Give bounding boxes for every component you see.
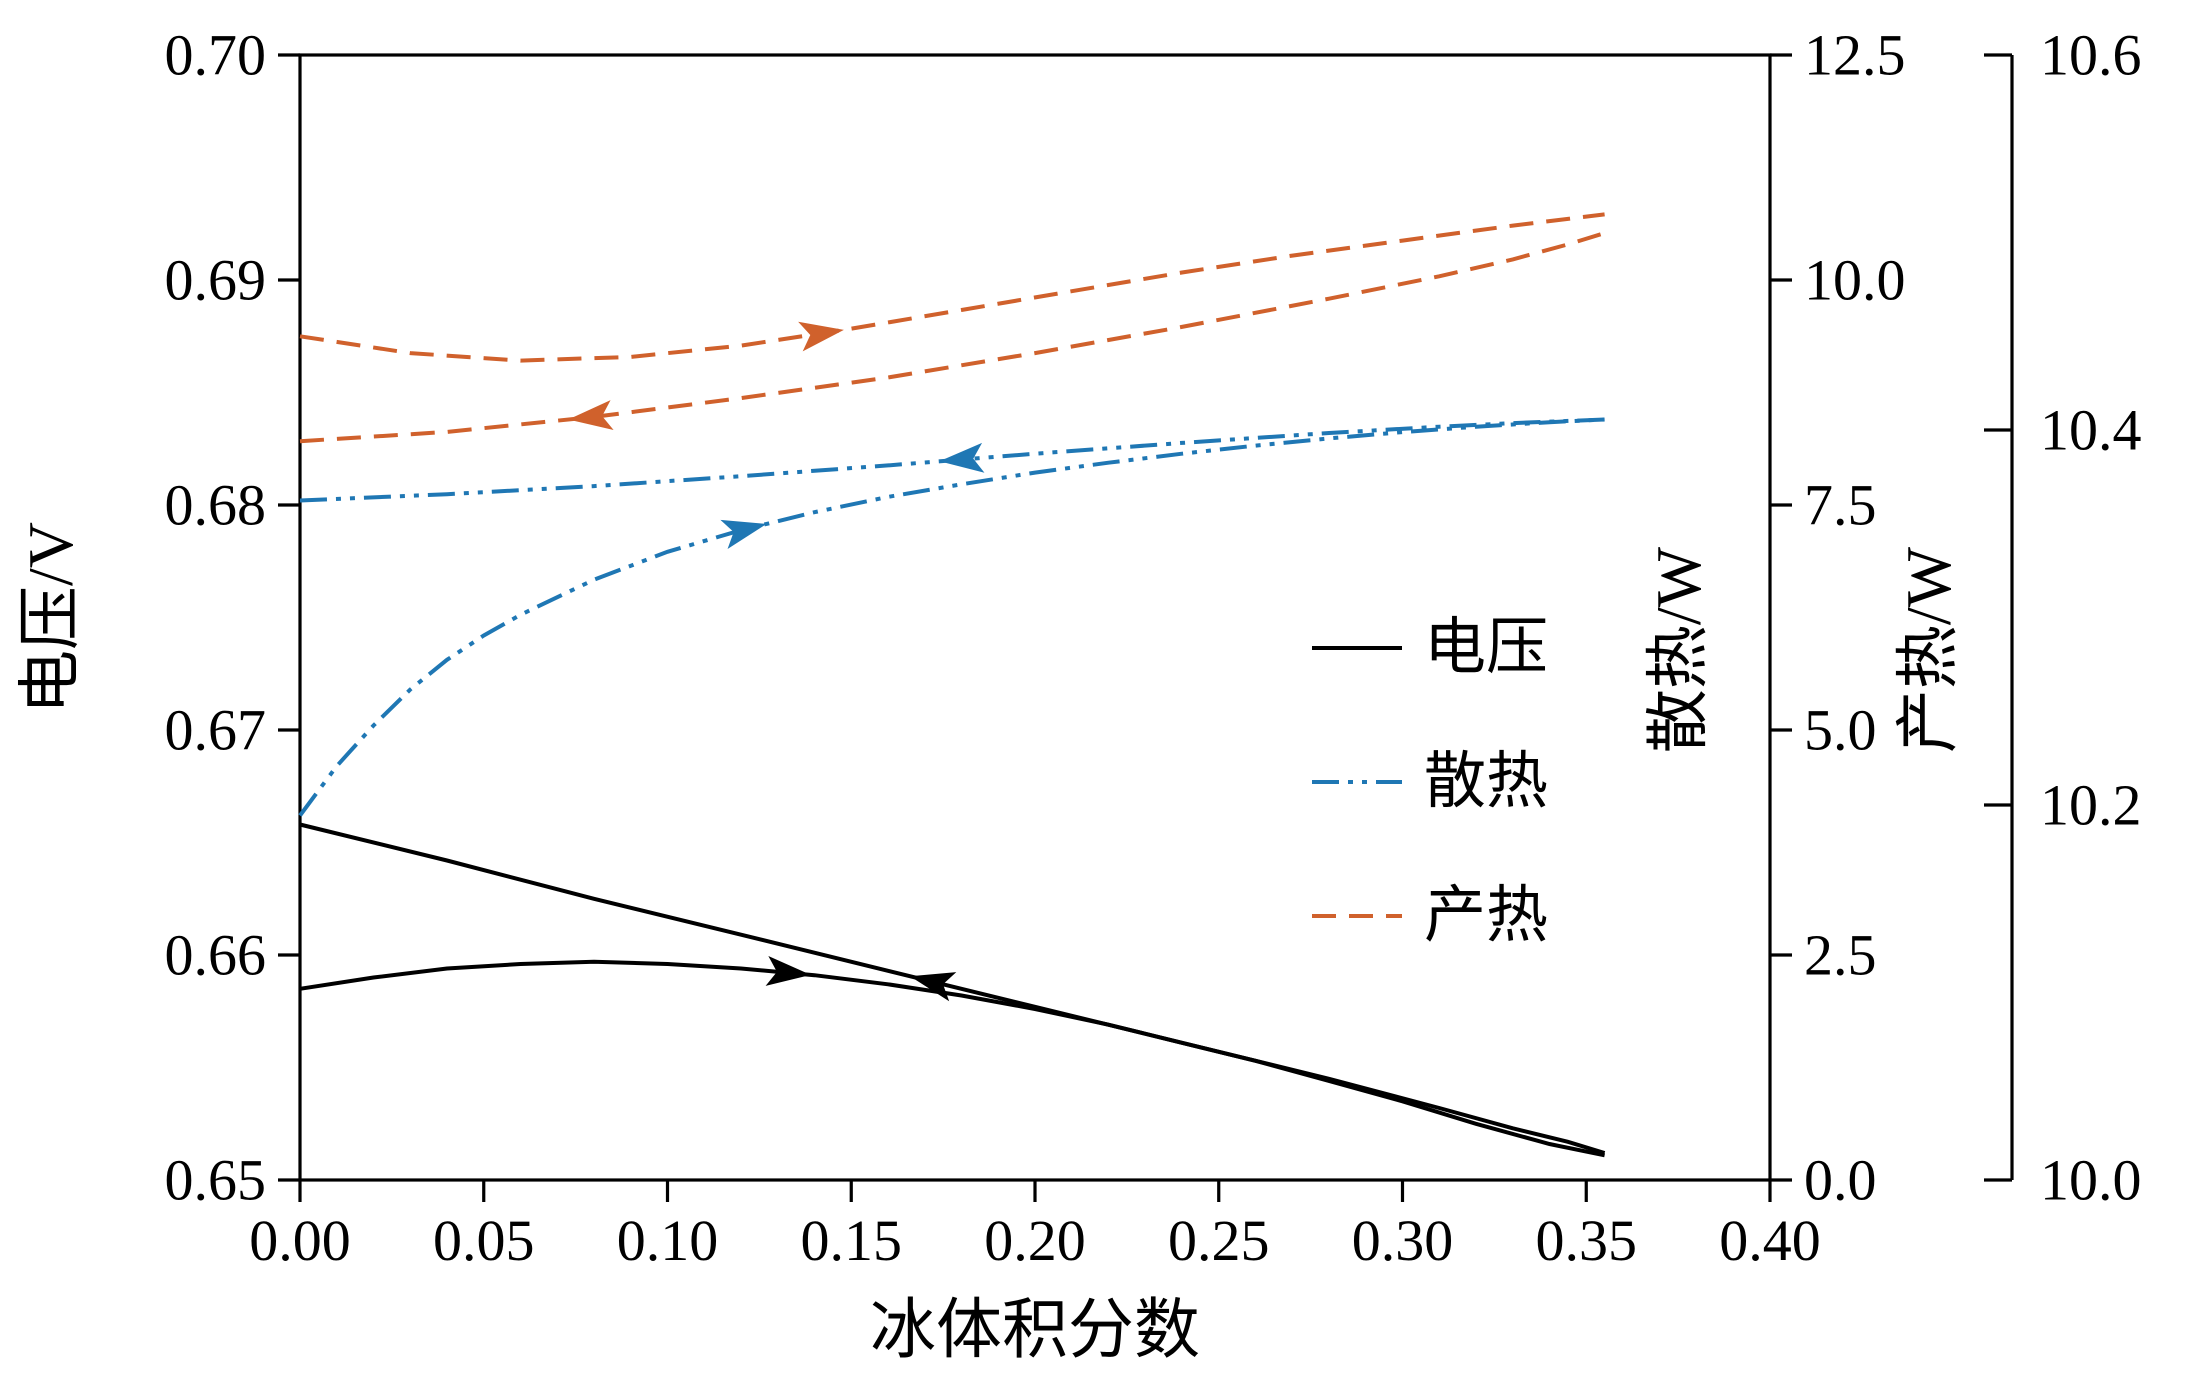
legend-label: 电压 <box>1424 614 1548 682</box>
curve-arrow-right <box>798 321 844 352</box>
x-tick-label: 0.20 <box>984 1208 1086 1273</box>
series-heat_generation <box>299 212 1606 444</box>
x-tick-label: 0.10 <box>617 1208 719 1273</box>
x-tick-label: 0.40 <box>1719 1208 1821 1273</box>
far-axis-title: 产热/W <box>1893 546 1964 753</box>
x-tick-label: 0.15 <box>801 1208 903 1273</box>
y-right-tick-label: 7.5 <box>1804 473 1877 538</box>
series-curve-backward <box>299 231 1606 444</box>
curve-arrow-left <box>568 400 614 430</box>
x-tick-label: 0.00 <box>249 1208 351 1273</box>
curve-arrow-right <box>765 955 811 986</box>
x-tick-label: 0.35 <box>1536 1208 1638 1273</box>
series-voltage <box>299 822 1606 1158</box>
y-axis-heat-dissipation: 0.0 2.5 5.0 7.5 10.0 12.5 散热/W <box>1643 23 1906 1213</box>
series-curve-backward <box>299 417 1605 503</box>
x-tick-label: 0.05 <box>433 1208 535 1273</box>
series-curve-backward <box>299 822 1606 1155</box>
series-curve-forward <box>299 959 1606 1158</box>
legend-label: 散热 <box>1424 748 1548 816</box>
x-tick-label: 0.30 <box>1352 1208 1454 1273</box>
y-right-axis-title: 散热/W <box>1643 546 1714 753</box>
series-curve-forward <box>299 212 1605 363</box>
curve-arrow-right <box>720 519 767 549</box>
y-right-tick-label: 2.5 <box>1804 923 1877 988</box>
y-left-tick-label: 0.66 <box>165 923 267 988</box>
x-axis-title: 冰体积分数 <box>870 1294 1200 1367</box>
far-axis-tick-label: 10.2 <box>2040 773 2142 838</box>
y-left-tick-label: 0.69 <box>165 248 267 313</box>
y-right-tick-label: 12.5 <box>1804 23 1906 88</box>
series-heat_dissipation <box>298 417 1605 817</box>
curve-arrow-left <box>910 972 957 1002</box>
y-right-tick-label: 5.0 <box>1804 698 1877 763</box>
y-left-tick-label: 0.68 <box>165 473 267 538</box>
y-right-tick-label: 10.0 <box>1804 248 1906 313</box>
y-left-tick-label: 0.70 <box>165 23 267 88</box>
y-left-axis-title: 电压/V <box>15 522 86 714</box>
series-curve-forward <box>298 417 1605 817</box>
x-axis: 0.00 0.05 0.10 0.15 0.20 0.25 0.30 0.35 0.40 冰体积分… <box>249 1180 1821 1367</box>
plot-frame <box>298 53 1772 1182</box>
y-left-tick-label: 0.67 <box>165 698 267 763</box>
far-axis-tick-label: 10.6 <box>2040 23 2142 88</box>
far-axis-tick-label: 10.0 <box>2040 1148 2142 1213</box>
legend-label: 产热 <box>1424 882 1548 950</box>
x-tick-label: 0.25 <box>1168 1208 1270 1273</box>
y-right-tick-label: 0.0 <box>1804 1148 1877 1213</box>
y-axis-heat-generation: 10.0 10.2 10.4 10.6 产热/W <box>1893 23 2142 1213</box>
y-left-tick-label: 0.65 <box>165 1148 267 1213</box>
y-axis-voltage: 0.65 0.66 0.67 0.68 0.69 0.70 电压/V <box>15 23 300 1213</box>
curve-arrow-left <box>939 442 985 473</box>
far-axis-tick-label: 10.4 <box>2040 398 2142 463</box>
